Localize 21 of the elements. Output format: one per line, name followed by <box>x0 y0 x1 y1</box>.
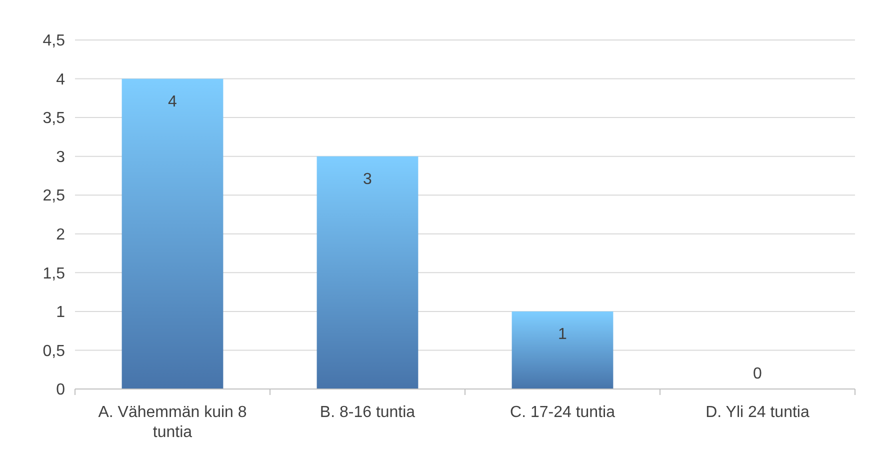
x-tick-label: B. 8-16 tuntia <box>320 404 416 421</box>
bar <box>512 311 614 389</box>
bar <box>122 78 224 389</box>
data-label: 3 <box>363 170 372 188</box>
data-label: 0 <box>753 366 762 383</box>
y-tick-label: 2 <box>56 226 66 244</box>
y-tick-label: 3,5 <box>42 110 66 128</box>
y-tick-label: 0 <box>56 382 66 399</box>
data-label: 1 <box>558 326 568 344</box>
x-tick-label: D. Yli 24 tuntia <box>706 404 810 421</box>
y-tick-label: 4 <box>56 71 66 88</box>
y-tick-label: 2,5 <box>42 188 66 205</box>
y-tick-label: 1,5 <box>42 265 66 282</box>
y-tick-label: 3 <box>56 148 66 166</box>
x-tick-label: A. Vähemmän kuin 8 tuntia <box>98 404 247 441</box>
bar <box>316 156 418 389</box>
y-tick-label: 0,5 <box>42 342 66 360</box>
y-tick-label: 1 <box>56 304 66 322</box>
y-tick-label: 4,5 <box>42 32 66 50</box>
data-label: 4 <box>168 93 178 110</box>
x-tick-label: C. 17-24 tuntia <box>510 404 616 421</box>
